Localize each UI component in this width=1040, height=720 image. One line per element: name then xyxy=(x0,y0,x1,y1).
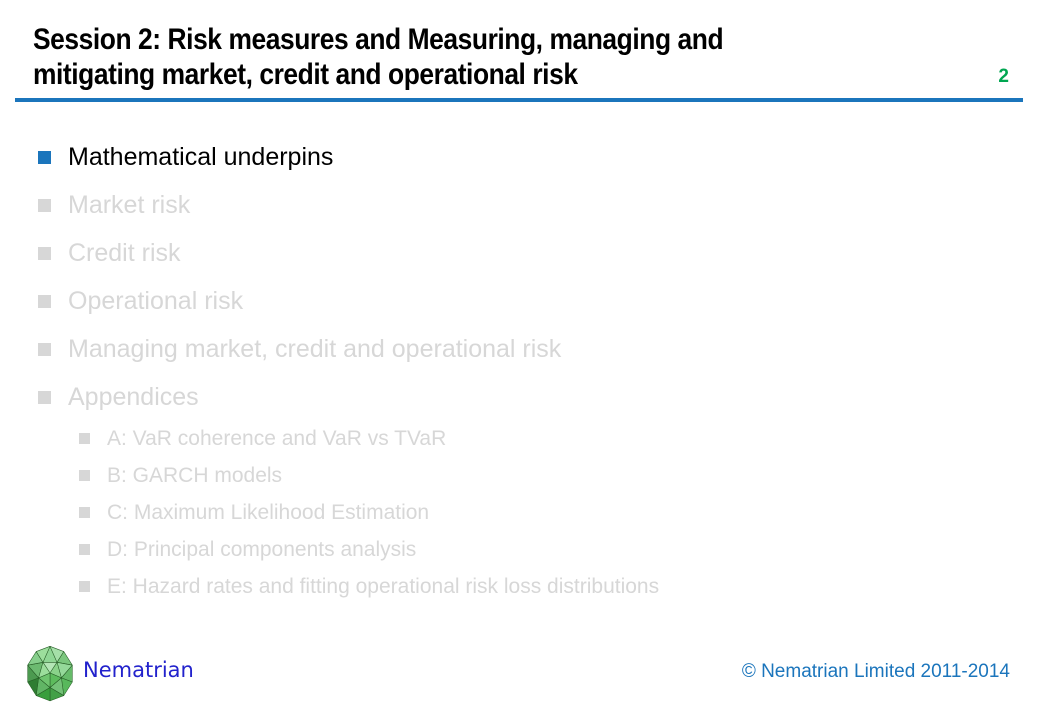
bullet-item-managing-risk: Managing market, credit and operational … xyxy=(38,325,1010,373)
bullet-square-icon xyxy=(79,433,90,444)
sub-bullet-item-d: D: Principal components analysis xyxy=(79,531,1010,568)
bullet-square-icon xyxy=(38,246,51,260)
page-number: 2 xyxy=(998,66,1009,87)
bullet-item-operational-risk: Operational risk xyxy=(38,277,1010,325)
slide-title-line1: Session 2: Risk measures and Measuring, … xyxy=(33,23,724,56)
bullet-square-icon xyxy=(38,294,51,308)
bullet-item-mathematical-underpins: Mathematical underpins xyxy=(38,133,1010,181)
bullet-item-credit-risk: Credit risk xyxy=(38,229,1010,277)
nematrian-logo-text: Nematrian xyxy=(83,658,194,682)
sub-bullet-label: C: Maximum Likelihood Estimation xyxy=(107,500,430,524)
bullet-square-icon xyxy=(38,342,51,356)
sub-bullet-label: D: Principal components analysis xyxy=(107,537,417,561)
bullet-list: Mathematical underpins Market risk Credi… xyxy=(38,133,1010,421)
slide-title: Session 2: Risk measures and Measuring, … xyxy=(33,22,860,92)
bullet-square-icon xyxy=(79,470,90,481)
sub-bullet-item-e: E: Hazard rates and fitting operational … xyxy=(79,568,1010,605)
slide-title-line2: mitigating market, credit and operationa… xyxy=(33,58,578,91)
bullet-item-market-risk: Market risk xyxy=(38,181,1010,229)
bullet-square-icon xyxy=(38,198,51,212)
bullet-label: Mathematical underpins xyxy=(68,142,334,171)
bullet-square-icon xyxy=(79,507,90,518)
bullet-label: Appendices xyxy=(68,382,199,411)
bullet-label: Credit risk xyxy=(68,238,181,267)
bullet-label: Managing market, credit and operational … xyxy=(68,334,562,363)
bullet-square-icon xyxy=(38,390,51,404)
sub-bullet-item-c: C: Maximum Likelihood Estimation xyxy=(79,494,1010,531)
nematrian-logo-icon xyxy=(25,644,75,702)
bullet-item-appendices: Appendices xyxy=(38,373,1010,421)
bullet-label: Operational risk xyxy=(68,286,244,315)
sub-bullet-item-a: A: VaR coherence and VaR vs TVaR xyxy=(79,420,1010,457)
title-divider-rule xyxy=(15,98,1023,102)
sub-bullet-item-b: B: GARCH models xyxy=(79,457,1010,494)
sub-bullet-list: A: VaR coherence and VaR vs TVaR B: GARC… xyxy=(79,420,1010,605)
bullet-square-icon xyxy=(79,581,90,592)
bullet-label: Market risk xyxy=(68,190,191,219)
sub-bullet-label: B: GARCH models xyxy=(107,463,283,487)
copyright-text: © Nematrian Limited 2011-2014 xyxy=(741,661,1010,682)
sub-bullet-label: E: Hazard rates and fitting operational … xyxy=(107,574,660,598)
sub-bullet-label: A: VaR coherence and VaR vs TVaR xyxy=(107,426,447,450)
bullet-square-icon xyxy=(38,150,51,164)
bullet-square-icon xyxy=(79,544,90,555)
